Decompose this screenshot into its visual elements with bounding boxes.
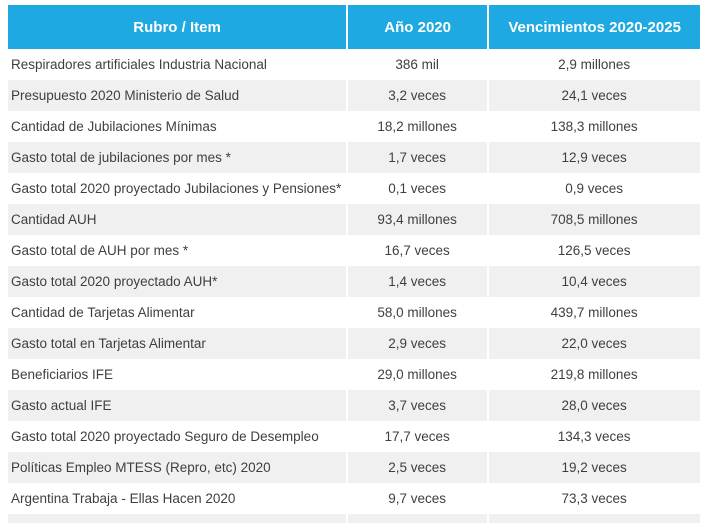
table-row: Beneficiarios IFE 29,0 millones 219,8 mi…	[8, 359, 700, 390]
cell-vencimientos: 138,3 millones	[487, 111, 700, 142]
cell-ano-2020: 93,4 millones	[346, 204, 489, 235]
header-cell-ano-2020: Año 2020	[346, 5, 489, 49]
cell-ano-2020: 27,2 veces	[346, 514, 489, 523]
cell-ano-2020: 386 mil	[346, 49, 489, 80]
cell-ano-2020: 17,7 veces	[346, 421, 489, 452]
cell-vencimientos: 134,3 veces	[487, 421, 700, 452]
cell-vencimientos: 126,5 veces	[487, 235, 700, 266]
cell-vencimientos: 219,8 millones	[487, 359, 700, 390]
table-row: Respiradores artificiales Industria Naci…	[8, 49, 700, 80]
cell-vencimientos: 12,9 veces	[487, 142, 700, 173]
cell-vencimientos: 708,5 millones	[487, 204, 700, 235]
cell-vencimientos: 28,0 veces	[487, 390, 700, 421]
table-row: Gasto total 2020 proyectado Seguro de De…	[8, 421, 700, 452]
table-row: Becas Progresar 27,2 veces 205,9 veces	[8, 514, 700, 523]
cell-item: Gasto total de jubilaciones por mes *	[8, 142, 348, 173]
table-row: Políticas Empleo MTESS (Repro, etc) 2020…	[8, 452, 700, 483]
cell-item: Argentina Trabaja - Ellas Hacen 2020	[11, 490, 236, 506]
cell-ano-2020: 3,2 veces	[346, 80, 489, 111]
cell-ano-2020: 58,0 millones	[346, 297, 489, 328]
cell-vencimientos: 0,9 veces	[487, 173, 700, 204]
cell-ano-2020: 2,5 veces	[346, 452, 489, 483]
cell-item: Beneficiarios IFE	[11, 366, 114, 382]
cell-vencimientos: 205,9 veces	[487, 514, 700, 523]
cell-item: Cantidad AUH	[8, 204, 348, 235]
cell-item: Respiradores artificiales Industria Naci…	[11, 56, 267, 72]
cell-ano-2020: 1,7 veces	[346, 142, 489, 173]
cell-ano-2020: 1,4 veces	[346, 266, 489, 297]
table-row: Gasto actual IFE 3,7 veces 28,0 veces	[8, 390, 700, 421]
budget-vs-maturities-table: Rubro / Item Año 2020 Vencimientos 2020-…	[8, 5, 700, 523]
cell-item: Presupuesto 2020 Ministerio de Salud	[8, 80, 348, 111]
table-row: Argentina Trabaja - Ellas Hacen 2020 9,7…	[8, 483, 700, 514]
cell-item: Cantidad de Jubilaciones Mínimas	[11, 118, 217, 134]
header-cell-vencimientos: Vencimientos 2020-2025	[487, 5, 700, 49]
table-row: Gasto total de AUH por mes * 16,7 veces …	[8, 235, 700, 266]
table-row: Gasto total 2020 proyectado Jubilaciones…	[8, 173, 700, 204]
cell-vencimientos: 19,2 veces	[487, 452, 700, 483]
cell-ano-2020: 3,7 veces	[346, 390, 489, 421]
cell-ano-2020: 9,7 veces	[346, 483, 489, 514]
cell-item: Becas Progresar	[8, 514, 348, 523]
table-row: Gasto total en Tarjetas Alimentar 2,9 ve…	[8, 328, 700, 359]
table-row: Cantidad de Jubilaciones Mínimas 18,2 mi…	[8, 111, 700, 142]
cell-item: Políticas Empleo MTESS (Repro, etc) 2020	[8, 452, 348, 483]
table-row: Gasto total de jubilaciones por mes * 1,…	[8, 142, 700, 173]
header-row: Rubro / Item Año 2020 Vencimientos 2020-…	[8, 5, 700, 49]
cell-vencimientos: 22,0 veces	[487, 328, 700, 359]
table-row: Cantidad de Tarjetas Alimentar 58,0 mill…	[8, 297, 700, 328]
cell-vencimientos: 73,3 veces	[487, 483, 700, 514]
cell-vencimientos: 439,7 millones	[487, 297, 700, 328]
cell-ano-2020: 18,2 millones	[346, 111, 489, 142]
cell-item: Gasto total de AUH por mes *	[11, 242, 189, 258]
header-cell-rubro-item: Rubro / Item	[8, 5, 348, 49]
table-row: Presupuesto 2020 Ministerio de Salud 3,2…	[8, 80, 700, 111]
cell-vencimientos: 10,4 veces	[487, 266, 700, 297]
cell-item: Cantidad de Tarjetas Alimentar	[11, 304, 195, 320]
cell-vencimientos: 2,9 millones	[487, 49, 700, 80]
cell-item: Gasto total 2020 proyectado Jubilaciones…	[11, 180, 342, 196]
cell-ano-2020: 29,0 millones	[346, 359, 489, 390]
cell-item: Gasto total 2020 proyectado Seguro de De…	[11, 428, 319, 444]
cell-vencimientos: 24,1 veces	[487, 80, 700, 111]
table-row: Gasto total 2020 proyectado AUH* 1,4 vec…	[8, 266, 700, 297]
cell-ano-2020: 16,7 veces	[346, 235, 489, 266]
cell-ano-2020: 0,1 veces	[346, 173, 489, 204]
cell-item: Gasto total en Tarjetas Alimentar	[8, 328, 348, 359]
table-row: Cantidad AUH 93,4 millones 708,5 millone…	[8, 204, 700, 235]
cell-ano-2020: 2,9 veces	[346, 328, 489, 359]
cell-item: Gasto actual IFE	[8, 390, 348, 421]
cell-item: Gasto total 2020 proyectado AUH*	[8, 266, 348, 297]
